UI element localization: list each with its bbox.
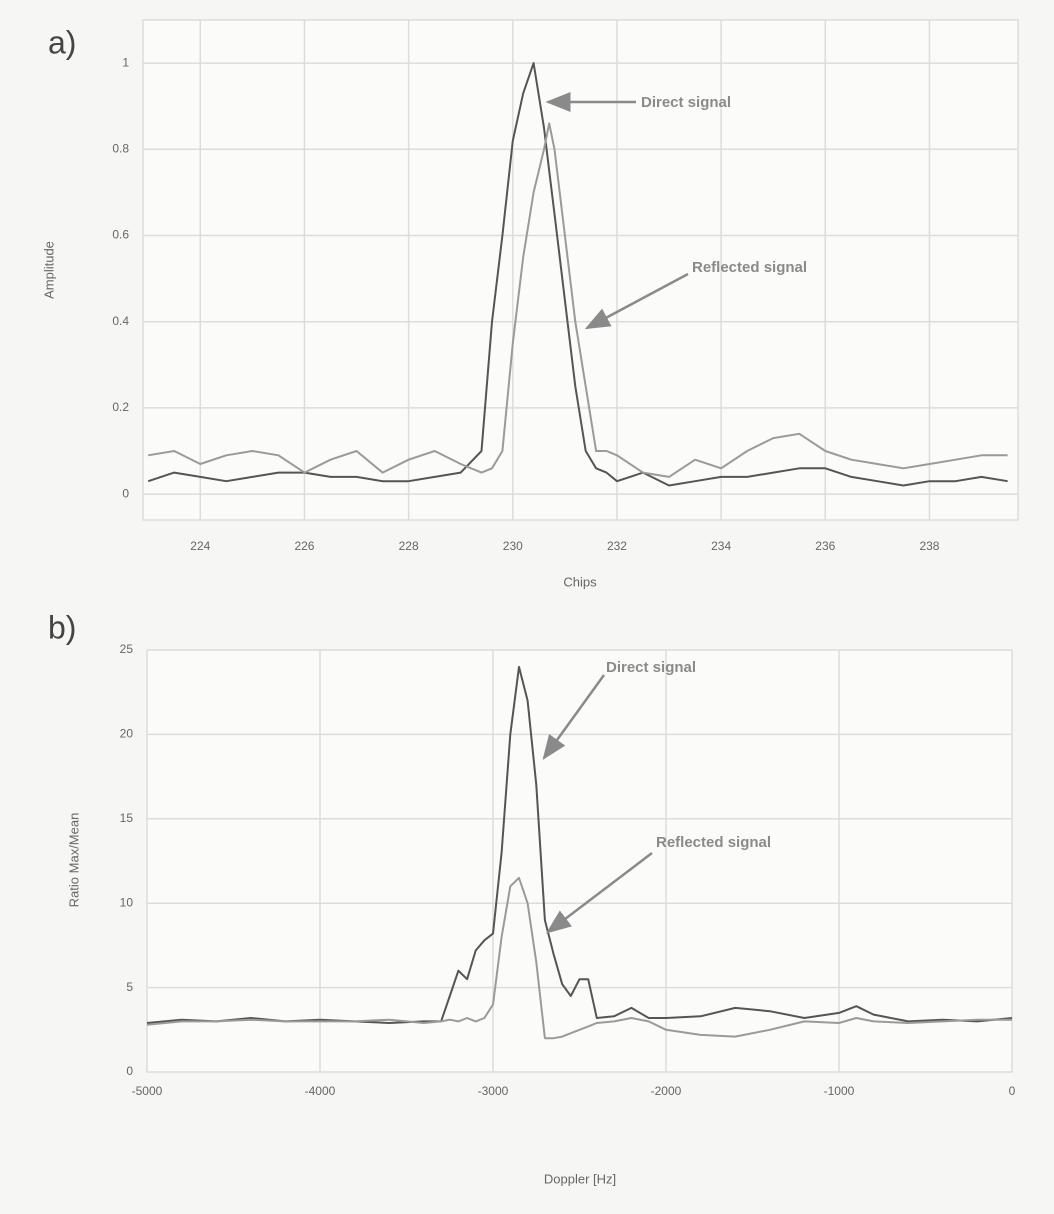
x-tick-label: 236 — [815, 539, 835, 553]
x-tick-label: 230 — [503, 539, 523, 553]
annotation-arrow — [546, 852, 653, 934]
x-tick-label: 238 — [919, 539, 939, 553]
x-tick-label: -2000 — [651, 1084, 682, 1098]
x-axis-label: Chips — [563, 574, 597, 589]
annotation: Reflected signal — [692, 259, 807, 276]
plot-area — [146, 649, 1013, 1073]
series-line — [146, 665, 1013, 1024]
x-tick-label: 228 — [399, 539, 419, 553]
y-tick-label: 0.4 — [112, 314, 129, 328]
y-axis-label: Amplitude — [41, 241, 56, 299]
x-tick-label: -5000 — [132, 1084, 163, 1098]
panel-label: a) — [48, 24, 76, 60]
x-tick-label: -1000 — [824, 1084, 855, 1098]
y-tick-label: 0.6 — [112, 228, 129, 242]
y-axis-label: Ratio Max/Mean — [66, 813, 81, 908]
series-line — [147, 62, 1008, 487]
y-tick-label: 20 — [120, 727, 134, 741]
annotation: Direct signal — [641, 94, 731, 111]
x-tick-label: 0 — [1009, 1084, 1016, 1098]
x-tick-label: 224 — [190, 539, 210, 553]
panel-label: b) — [48, 609, 76, 645]
y-tick-label: 15 — [120, 811, 134, 825]
annotation: Reflected signal — [656, 834, 771, 851]
x-tick-label: 232 — [607, 539, 627, 553]
x-tick-label: 226 — [294, 539, 314, 553]
y-tick-label: 1 — [122, 55, 129, 69]
x-axis-label: Doppler [Hz] — [544, 1171, 616, 1186]
y-tick-label: 0.2 — [112, 400, 129, 414]
series-line — [148, 122, 1008, 478]
y-tick-label: 0 — [122, 486, 129, 500]
x-tick-label: -4000 — [305, 1084, 336, 1098]
y-tick-label: 0 — [126, 1064, 133, 1078]
y-tick-label: 10 — [120, 895, 134, 909]
x-tick-label: -3000 — [478, 1084, 509, 1098]
annotation-arrow — [542, 674, 606, 761]
y-tick-label: 0.8 — [112, 141, 129, 155]
annotation-arrow — [584, 272, 689, 330]
x-tick-label: 234 — [711, 539, 731, 553]
plot-area — [142, 19, 1019, 521]
annotation: Direct signal — [606, 659, 696, 676]
y-tick-label: 5 — [126, 980, 133, 994]
series-line — [146, 876, 1012, 1040]
y-tick-label: 25 — [120, 642, 134, 656]
